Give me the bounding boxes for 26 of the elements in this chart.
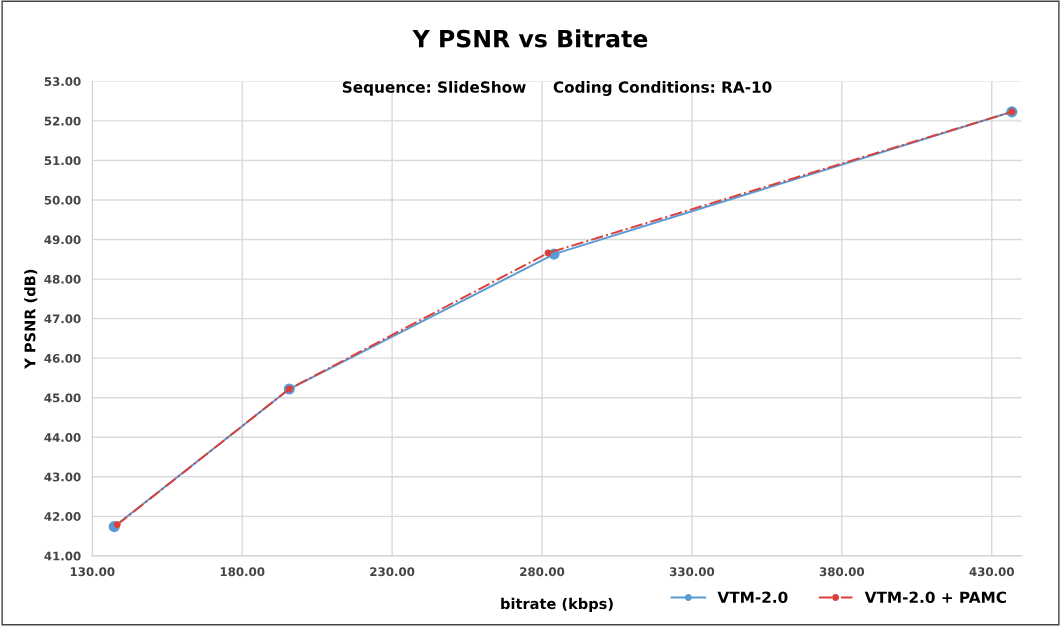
- chart-title: Y PSNR vs Bitrate: [412, 29, 648, 48]
- y-tick-label: 47.00: [44, 314, 81, 324]
- x-tick-label: 280.00: [520, 567, 565, 577]
- x-tick-label: 430.00: [969, 567, 1014, 577]
- x-tick-label: 230.00: [370, 567, 415, 577]
- x-axis-title: bitrate (kbps): [501, 597, 613, 612]
- y-axis-title: Y PSNR (dB): [24, 269, 38, 369]
- y-tick-label: 43.00: [44, 472, 81, 482]
- y-tick-label: 50.00: [44, 195, 81, 205]
- legend-label: VTM-2.0: [717, 591, 788, 604]
- y-tick-label: 44.00: [44, 432, 81, 442]
- y-tick-label: 45.00: [44, 393, 81, 403]
- x-tick-label: 330.00: [669, 567, 715, 577]
- legend-label: VTM-2.0 + PAMC: [864, 591, 1006, 604]
- x-tick-label: 180.00: [220, 567, 265, 577]
- chart-subtitle: Sequence: SlideShow Coding Conditions: RA-10: [342, 81, 772, 96]
- y-tick-label: 46.00: [44, 353, 81, 363]
- y-tick-label: 51.00: [44, 156, 81, 166]
- x-tick-label: 130.00: [70, 567, 115, 577]
- y-tick-label: 42.00: [44, 512, 81, 521]
- y-tick-label: 53.00: [44, 77, 81, 87]
- x-tick-label: 380.00: [819, 567, 865, 577]
- y-tick-label: 48.00: [44, 274, 81, 284]
- y-tick-label: 41.00: [44, 551, 81, 561]
- y-tick-label: 52.00: [44, 116, 81, 126]
- y-tick-label: 49.00: [44, 235, 81, 245]
